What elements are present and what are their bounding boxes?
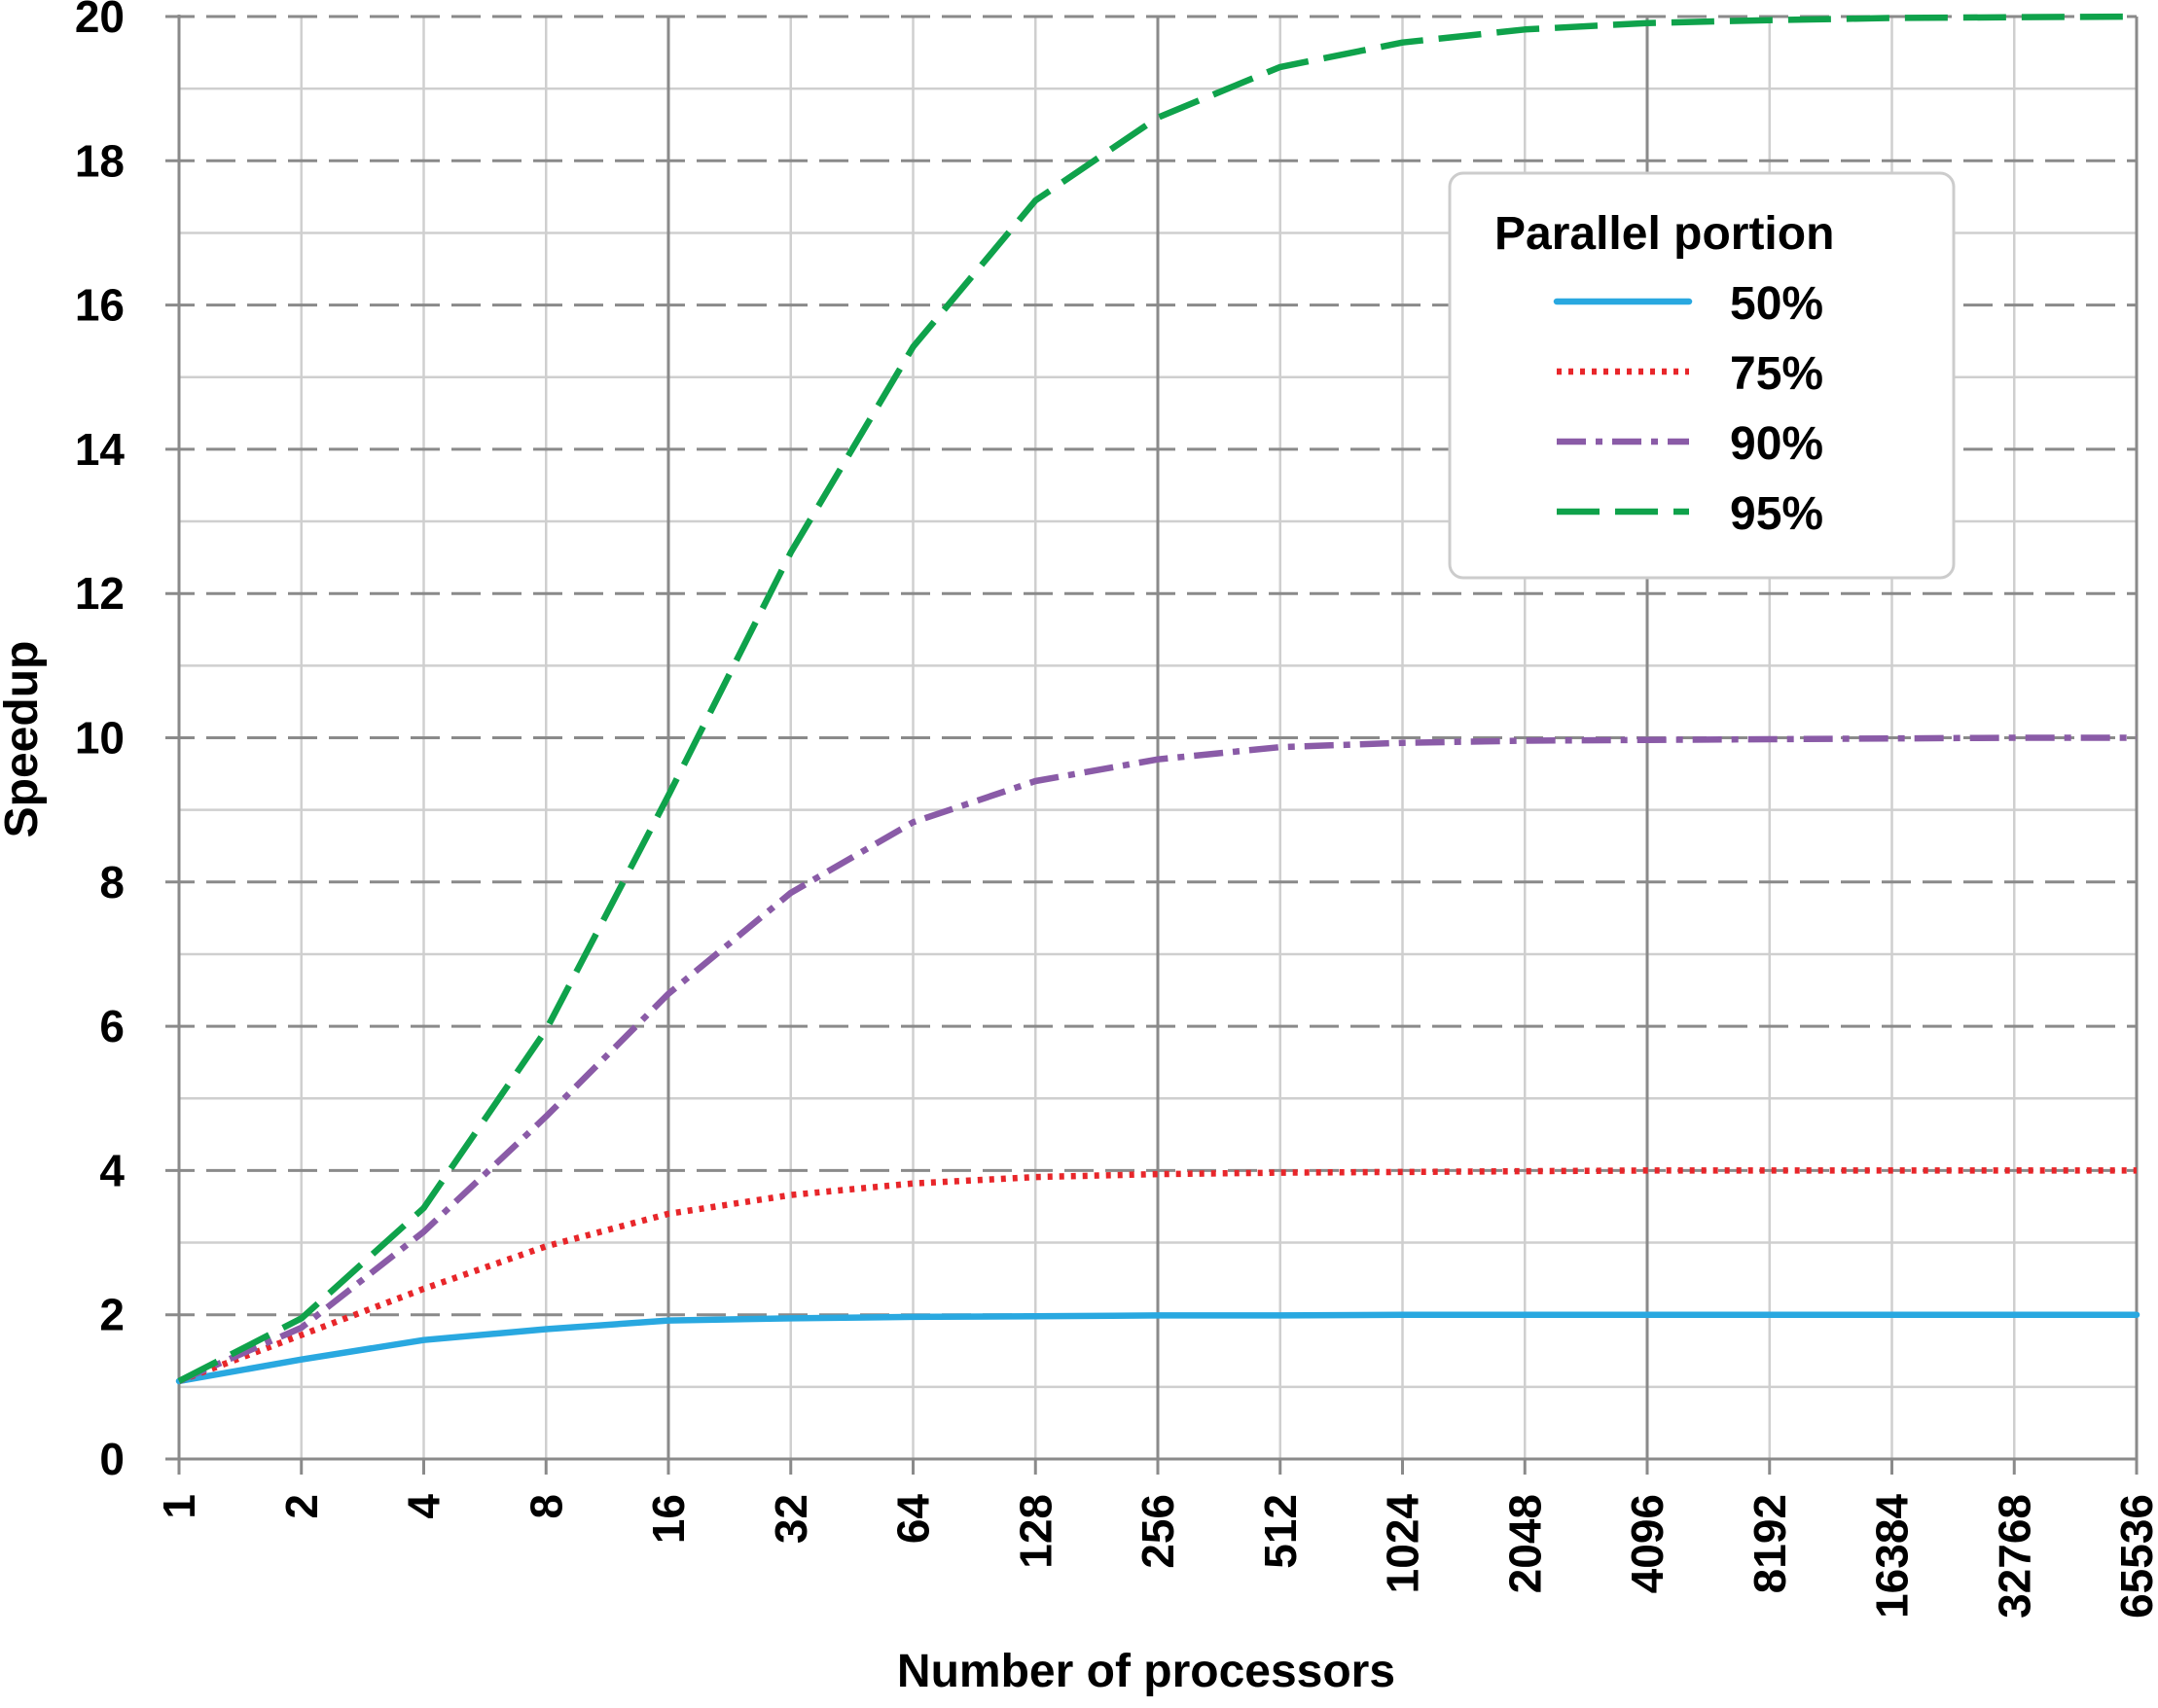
legend-label: 95% [1730, 488, 1823, 540]
x-tick-label: 2048 [1499, 1494, 1550, 1593]
x-tick-label: 256 [1133, 1494, 1183, 1569]
legend-box [1448, 171, 1956, 580]
series-lines [175, 13, 2140, 1385]
y-tick-label: 2 [99, 1290, 125, 1340]
legend: Parallel portion 50% 75% 90% 95% [1448, 171, 1956, 580]
y-tick-label: 4 [99, 1145, 125, 1195]
x-tick-label: 128 [1010, 1494, 1061, 1569]
legend-label: 75% [1730, 348, 1823, 400]
y-tick-label: 12 [75, 568, 125, 619]
y-tick-label: 20 [75, 0, 125, 42]
x-tick-label: 8192 [1744, 1494, 1795, 1593]
series-line-50pct [175, 1311, 2140, 1385]
y-tick-label: 0 [99, 1434, 125, 1484]
x-tick-label: 32768 [1989, 1494, 2039, 1619]
x-tick-label: 512 [1255, 1494, 1306, 1569]
x-tick-label: 1 [154, 1494, 204, 1519]
legend-label: 50% [1730, 278, 1823, 330]
series-line-75pct [177, 1167, 2137, 1384]
x-tick-label: 8 [521, 1494, 571, 1519]
y-tick-label: 8 [99, 857, 125, 907]
y-tick-label: 16 [75, 280, 125, 331]
x-tick-label: 16 [643, 1494, 694, 1544]
x-tick-label: 32 [766, 1494, 816, 1544]
legend-label: 90% [1730, 418, 1823, 470]
axes [165, 15, 2139, 1475]
x-tick-label: 16384 [1867, 1494, 1918, 1619]
legend-title: Parallel portion [1494, 208, 1834, 260]
x-tick-label: 4 [399, 1494, 450, 1519]
y-tick-label: 14 [75, 424, 126, 475]
y-tick-label: 6 [99, 1001, 125, 1051]
x-tick-label: 1024 [1378, 1494, 1428, 1594]
x-tick-label: 64 [888, 1494, 939, 1545]
series-line-95pct [177, 13, 2138, 1384]
y-axis-title: Speedup [0, 641, 48, 838]
series-line-90pct [177, 734, 2137, 1384]
x-axis-title: Number of processors [897, 1646, 1395, 1697]
legend-items: 50% 75% 90% 95% [1553, 278, 1823, 540]
x-tick-label: 2 [276, 1494, 327, 1519]
x-tick-label: 4096 [1622, 1494, 1672, 1593]
y-tick-label: 10 [75, 713, 125, 764]
y-tick-label: 18 [75, 135, 125, 186]
x-tick-label: 65536 [2111, 1494, 2158, 1619]
